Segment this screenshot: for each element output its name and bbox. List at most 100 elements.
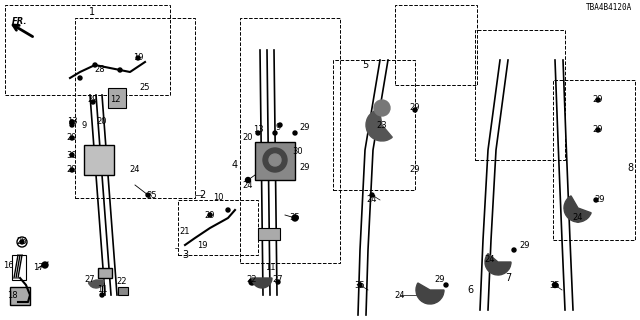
- Bar: [178, 200, 258, 255]
- Text: 1: 1: [89, 7, 95, 17]
- Text: 21: 21: [180, 228, 190, 236]
- Text: 19: 19: [196, 241, 207, 250]
- Text: 9: 9: [275, 124, 280, 132]
- Bar: [118, 287, 128, 295]
- Bar: [333, 60, 415, 190]
- Text: 29: 29: [410, 165, 420, 174]
- Wedge shape: [252, 278, 272, 288]
- Text: 29: 29: [67, 133, 77, 142]
- Circle shape: [490, 266, 494, 270]
- Text: 24: 24: [395, 291, 405, 300]
- Circle shape: [91, 100, 95, 104]
- Text: 17: 17: [33, 263, 44, 273]
- Circle shape: [70, 120, 74, 124]
- Circle shape: [276, 280, 280, 284]
- Text: 29: 29: [520, 241, 531, 250]
- Text: 3: 3: [182, 250, 188, 260]
- Circle shape: [118, 68, 122, 72]
- Text: 20: 20: [97, 117, 108, 126]
- Circle shape: [226, 208, 230, 212]
- Text: 13: 13: [67, 117, 77, 126]
- Text: 8: 8: [627, 163, 633, 173]
- Text: 35: 35: [355, 281, 365, 290]
- Text: 5: 5: [362, 60, 368, 70]
- Circle shape: [374, 100, 390, 116]
- Circle shape: [426, 298, 430, 302]
- Bar: [84, 145, 114, 175]
- Text: 22: 22: [247, 276, 257, 284]
- Circle shape: [413, 108, 417, 112]
- Text: 30: 30: [67, 150, 77, 159]
- Circle shape: [512, 248, 516, 252]
- Text: 11: 11: [265, 263, 275, 273]
- Text: 6: 6: [467, 285, 473, 295]
- Text: 28: 28: [95, 66, 106, 75]
- Circle shape: [576, 218, 580, 222]
- Text: FR.: FR.: [12, 18, 28, 27]
- Circle shape: [576, 216, 580, 220]
- Circle shape: [256, 131, 260, 135]
- Circle shape: [278, 123, 282, 127]
- Bar: [108, 88, 126, 108]
- Text: 19: 19: [132, 53, 143, 62]
- Text: 10: 10: [212, 194, 223, 203]
- Circle shape: [70, 136, 74, 140]
- Circle shape: [70, 153, 74, 157]
- Text: 4: 4: [232, 160, 238, 170]
- Wedge shape: [416, 283, 444, 304]
- Circle shape: [594, 198, 598, 202]
- Circle shape: [292, 215, 298, 221]
- Text: 16: 16: [3, 260, 13, 269]
- Text: 18: 18: [6, 291, 17, 300]
- Bar: [240, 18, 340, 263]
- Bar: [553, 80, 635, 240]
- Circle shape: [249, 279, 255, 285]
- Text: TBA4B4120A: TBA4B4120A: [586, 4, 632, 12]
- Text: 29: 29: [300, 124, 310, 132]
- Circle shape: [358, 283, 362, 287]
- Circle shape: [94, 157, 104, 167]
- Text: 35: 35: [147, 190, 157, 199]
- Circle shape: [146, 193, 150, 197]
- Circle shape: [42, 262, 48, 268]
- Text: 30: 30: [292, 148, 303, 156]
- Text: 2: 2: [199, 190, 205, 200]
- Text: 29: 29: [435, 276, 445, 284]
- Circle shape: [552, 283, 557, 287]
- Text: 12: 12: [109, 95, 120, 105]
- Text: 35: 35: [290, 213, 300, 222]
- Wedge shape: [564, 196, 591, 222]
- Text: 29: 29: [300, 164, 310, 172]
- Circle shape: [596, 128, 600, 132]
- Text: 20: 20: [243, 133, 253, 142]
- Bar: [12, 255, 26, 280]
- Text: 26: 26: [17, 237, 28, 246]
- Circle shape: [208, 213, 212, 217]
- Circle shape: [273, 131, 277, 135]
- Wedge shape: [366, 109, 392, 141]
- Text: 9: 9: [81, 121, 86, 130]
- Circle shape: [269, 154, 281, 166]
- Bar: [75, 18, 195, 198]
- Bar: [10, 287, 30, 305]
- Bar: [475, 30, 565, 160]
- Circle shape: [293, 131, 297, 135]
- Text: 29: 29: [67, 165, 77, 174]
- Text: 24: 24: [484, 255, 495, 265]
- Circle shape: [444, 283, 448, 287]
- Circle shape: [136, 56, 140, 60]
- Wedge shape: [88, 280, 104, 288]
- Text: 23: 23: [377, 121, 387, 130]
- Circle shape: [20, 240, 24, 244]
- Bar: [255, 142, 295, 180]
- Bar: [98, 268, 112, 278]
- Circle shape: [78, 76, 82, 80]
- Text: 29: 29: [88, 95, 99, 105]
- Text: 27: 27: [273, 276, 284, 284]
- Text: 24: 24: [573, 213, 583, 222]
- Text: 24: 24: [243, 180, 253, 189]
- Circle shape: [263, 148, 287, 172]
- Text: 29: 29: [593, 95, 604, 105]
- Circle shape: [70, 168, 74, 172]
- Text: 29: 29: [410, 103, 420, 113]
